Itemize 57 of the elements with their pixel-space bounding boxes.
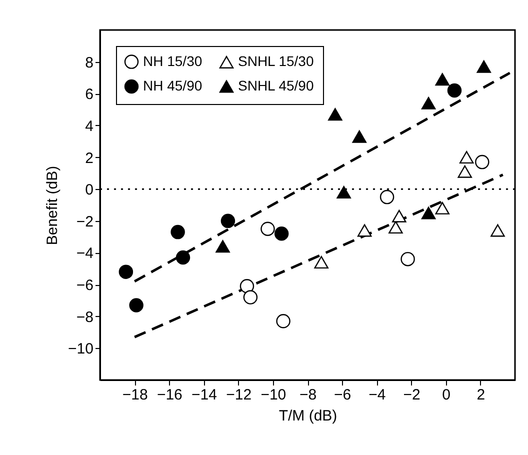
legend-label: NH 45/90 xyxy=(143,78,202,94)
x-tick-label: 0 xyxy=(442,386,451,404)
point xyxy=(118,264,134,279)
point xyxy=(274,226,289,241)
y-tick-label: −6 xyxy=(76,277,94,294)
point xyxy=(400,252,415,266)
point xyxy=(392,210,406,222)
point xyxy=(357,224,372,237)
point xyxy=(388,221,403,234)
y-tick-label: −2 xyxy=(76,213,94,230)
point xyxy=(220,214,236,228)
point xyxy=(435,73,450,86)
legend-label: SNHL 15/30 xyxy=(238,53,314,70)
y-tick-label: −4 xyxy=(76,245,94,262)
y-tick-label: −10 xyxy=(68,340,94,358)
point xyxy=(421,96,436,110)
y-tick-label: 8 xyxy=(85,54,94,72)
point xyxy=(276,314,290,328)
x-tick-label: −10 xyxy=(260,386,286,404)
point xyxy=(129,298,144,312)
y-axis-title: Benefit (dB) xyxy=(44,166,62,246)
x-tick-label: −18 xyxy=(122,386,148,404)
point xyxy=(447,83,462,98)
x-tick-label: −6 xyxy=(334,386,352,404)
point xyxy=(176,250,190,265)
x-tick-label: −12 xyxy=(226,386,252,404)
point xyxy=(260,222,275,236)
point xyxy=(421,206,436,220)
point xyxy=(328,108,342,121)
x-tick-label: −2 xyxy=(403,386,420,404)
x-tick-label: −14 xyxy=(192,386,217,404)
legend-label: SNHL 45/90 xyxy=(238,78,314,94)
y-tick-label: 4 xyxy=(85,118,94,135)
y-tick-label: 6 xyxy=(85,86,94,104)
point xyxy=(490,224,505,237)
x-tick-label: −4 xyxy=(368,386,386,404)
point xyxy=(475,154,490,170)
point xyxy=(352,130,366,143)
x-axis-title: T/M (dB) xyxy=(278,408,338,424)
point xyxy=(314,256,328,269)
point xyxy=(380,190,394,204)
y-tick-label: −8 xyxy=(76,308,94,326)
point xyxy=(336,186,351,199)
y-tick-label: 0 xyxy=(85,182,94,199)
x-tick-label: −16 xyxy=(156,386,182,404)
point xyxy=(170,224,185,240)
point xyxy=(435,202,450,214)
x-tick-label: 2 xyxy=(476,386,486,404)
point xyxy=(458,165,472,178)
x-tick-label: −8 xyxy=(299,386,317,404)
point xyxy=(216,240,230,253)
point xyxy=(459,151,474,164)
legend-label: NH 15/30 xyxy=(143,52,202,69)
y-tick-label: 2 xyxy=(85,150,94,167)
point xyxy=(476,60,491,73)
point xyxy=(243,290,258,304)
point xyxy=(240,279,254,294)
